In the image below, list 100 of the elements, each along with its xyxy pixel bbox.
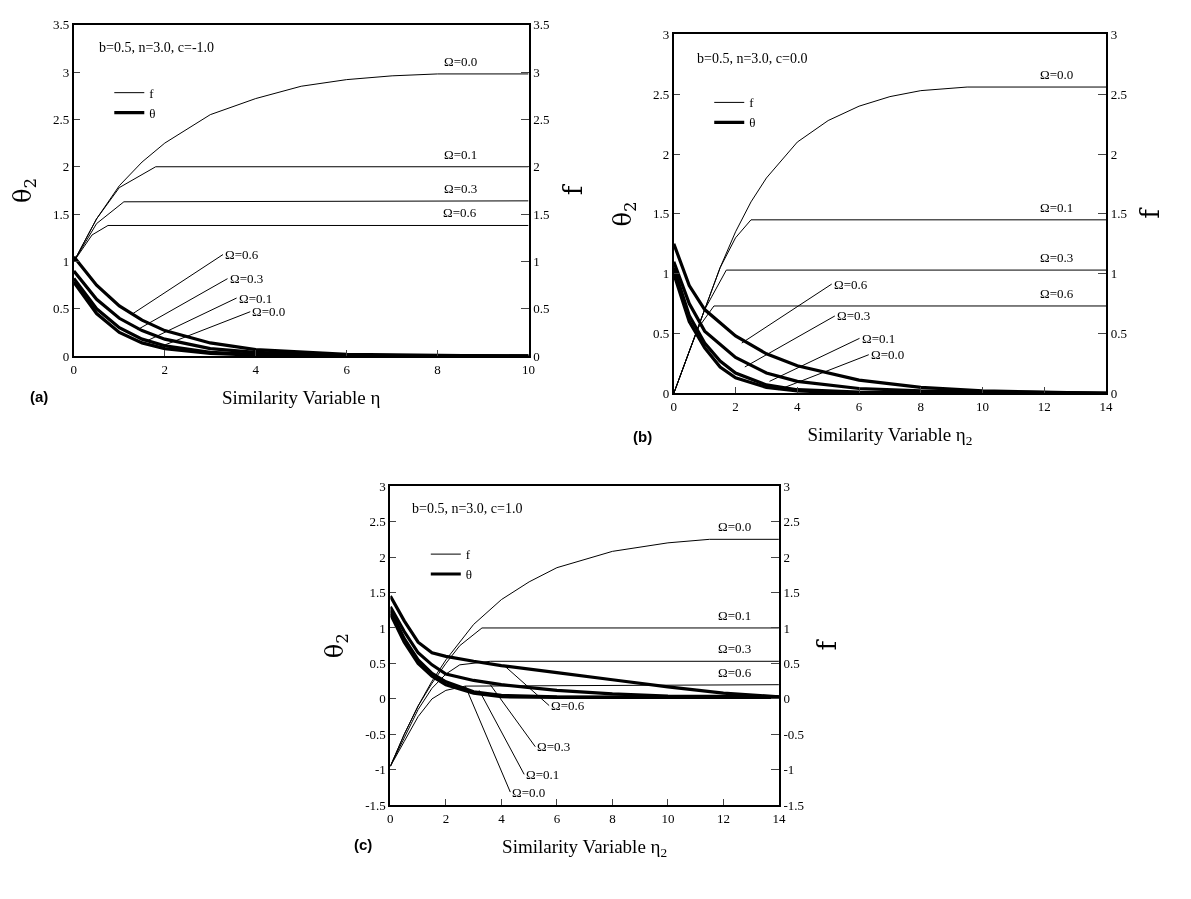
x-tick-label: 2 bbox=[442, 810, 450, 826]
y2-tick-label: 1.5 bbox=[533, 206, 550, 222]
annotation: Ω=0.1 bbox=[862, 331, 896, 346]
y2-tick-label: 2.5 bbox=[783, 514, 800, 530]
y2-tick-label: -0.5 bbox=[783, 726, 805, 742]
y2-axis-title: f bbox=[557, 183, 588, 196]
legend-label: f bbox=[465, 547, 471, 563]
y-tick-label: 3.5 bbox=[53, 17, 70, 33]
annotation: Ω=0.0 bbox=[1040, 67, 1074, 82]
annotation: Ω=0.3 bbox=[230, 271, 264, 286]
y2-tick-label: -1 bbox=[783, 762, 795, 778]
x-tick-label: 6 bbox=[553, 810, 561, 826]
y2-tick-label: 1.5 bbox=[1110, 206, 1127, 222]
annotation: Ω=0.6 bbox=[718, 665, 752, 680]
annotation: Ω=0.6 bbox=[1040, 286, 1074, 301]
y2-tick-label: 1.5 bbox=[783, 585, 800, 601]
annotation: Ω=0.1 bbox=[1040, 200, 1074, 215]
legend-label: θ bbox=[465, 567, 473, 583]
x-tick-label: 14 bbox=[772, 810, 786, 826]
y2-tick-label: -1.5 bbox=[783, 797, 805, 813]
y-tick-label: 2.5 bbox=[369, 514, 386, 530]
y-tick-label: -1.5 bbox=[365, 797, 386, 813]
text: (c) bbox=[354, 836, 373, 853]
y2-tick-label: 1 bbox=[533, 254, 540, 270]
annotation: Ω=0.3 bbox=[837, 308, 871, 323]
text: (b) bbox=[633, 428, 653, 445]
annotation: Ω=0.6 bbox=[551, 698, 585, 713]
annotation: Ω=0.1 bbox=[526, 767, 560, 782]
x-tick-label: 4 bbox=[794, 398, 802, 414]
y-tick-label: -0.5 bbox=[365, 726, 386, 742]
x-tick-label: 10 bbox=[976, 398, 990, 414]
annotation: Ω=0.6 bbox=[225, 247, 259, 262]
y-tick-label: 2.5 bbox=[652, 86, 670, 102]
y-tick-label: 3 bbox=[379, 478, 386, 494]
y2-tick-label: 2 bbox=[533, 159, 540, 175]
x-tick-label: 2 bbox=[732, 398, 739, 414]
y2-tick-label: 0.5 bbox=[533, 301, 550, 317]
y-tick-label: 1.5 bbox=[652, 206, 670, 222]
x-tick-label: 4 bbox=[498, 810, 506, 826]
legend-label: f bbox=[149, 85, 155, 101]
y2-tick-label: 3.5 bbox=[533, 17, 550, 33]
x-tick-label: 8 bbox=[609, 810, 616, 826]
y2-tick-label: 0 bbox=[533, 348, 540, 364]
x-axis-title: Similarity Variable η$_{2}$ bbox=[502, 836, 668, 861]
y-tick-label: 1.5 bbox=[369, 585, 386, 601]
annotation: Ω=0.6 bbox=[443, 205, 477, 220]
x-axis-title: Similarity Variable η bbox=[222, 387, 381, 409]
annotation: Ω=0.0 bbox=[871, 347, 905, 362]
x-tick-label: 2 bbox=[161, 361, 169, 377]
y2-tick-label: 1 bbox=[783, 620, 791, 636]
text: (a) bbox=[30, 388, 49, 405]
y2-tick-label: 0 bbox=[783, 691, 791, 707]
annotation: b=0.5, n=3.0, c=0.0 bbox=[697, 51, 808, 66]
x-tick-label: 8 bbox=[917, 398, 925, 414]
y-tick-label: 0.5 bbox=[53, 301, 70, 317]
annotation: Ω=0.0 bbox=[718, 519, 752, 534]
y2-tick-label: 0.5 bbox=[783, 655, 800, 671]
y2-axis-title: f bbox=[812, 638, 843, 651]
annotation: Ω=0.1 bbox=[444, 147, 478, 162]
annotation: Ω=0.1 bbox=[239, 291, 273, 306]
x-tick-label: 6 bbox=[855, 398, 863, 414]
x-tick-label: 12 bbox=[1037, 398, 1051, 414]
y-tick-label: 0 bbox=[662, 385, 670, 401]
y-tick-label: 3 bbox=[62, 64, 70, 80]
y2-tick-label: 2.5 bbox=[533, 111, 550, 127]
annotation: b=0.5, n=3.0, c=1.0 bbox=[412, 501, 523, 516]
legend-label: f bbox=[749, 95, 755, 111]
y-tick-label: -1 bbox=[374, 762, 386, 778]
y2-tick-label: 2.5 bbox=[1110, 86, 1127, 102]
x-tick-label: 8 bbox=[434, 361, 441, 377]
legend-label: θ bbox=[749, 115, 756, 131]
y-tick-label: 0.5 bbox=[652, 326, 670, 342]
y-tick-label: 3 bbox=[662, 26, 670, 42]
x-tick-label: 6 bbox=[343, 361, 351, 377]
y-tick-label: 1 bbox=[62, 254, 70, 270]
y2-tick-label: 2 bbox=[783, 549, 791, 565]
y-tick-label: 0.5 bbox=[369, 655, 386, 671]
annotation: Ω=0.0 bbox=[252, 304, 286, 319]
x-tick-label: 14 bbox=[1099, 398, 1114, 414]
x-tick-label: 4 bbox=[252, 361, 260, 377]
x-axis-title: Similarity Variable η$_{2}$ bbox=[807, 424, 973, 449]
y2-tick-label: 0 bbox=[1110, 385, 1118, 401]
annotation: Ω=0.3 bbox=[444, 181, 478, 196]
y-tick-label: 0 bbox=[379, 691, 386, 707]
y-tick-label: 1 bbox=[379, 620, 386, 636]
y2-tick-label: 3 bbox=[783, 478, 791, 494]
y2-tick-label: 3 bbox=[533, 64, 540, 80]
annotation: Ω=0.0 bbox=[444, 54, 478, 69]
y2-axis-title: f bbox=[1135, 206, 1166, 219]
annotation: Ω=0.3 bbox=[718, 641, 752, 656]
annotation: Ω=0.1 bbox=[718, 608, 752, 623]
annotation: Ω=0.6 bbox=[834, 277, 868, 292]
y-tick-label: 2.5 bbox=[53, 111, 70, 127]
y-tick-label: 2 bbox=[62, 159, 70, 175]
x-tick-label: 10 bbox=[661, 810, 675, 826]
y2-tick-label: 1 bbox=[1110, 266, 1118, 282]
y-tick-label: 2 bbox=[379, 549, 386, 565]
y2-tick-label: 0.5 bbox=[1110, 326, 1127, 342]
y-tick-label: 1 bbox=[662, 266, 670, 282]
annotation: Ω=0.3 bbox=[1040, 250, 1074, 265]
